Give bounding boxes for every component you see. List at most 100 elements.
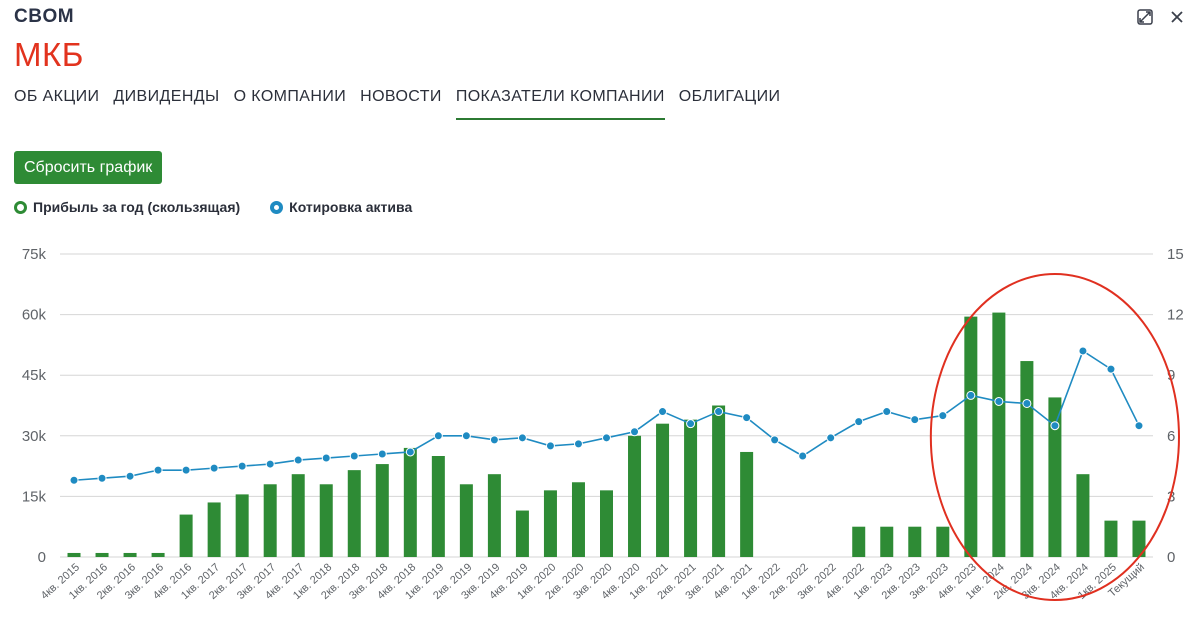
bar [656, 423, 670, 557]
quote-point [966, 390, 976, 400]
legend-item-profit[interactable]: Прибыль за год (скользящая) [14, 199, 240, 215]
quote-point [433, 431, 443, 441]
quote-point [461, 431, 471, 441]
quote-point [209, 463, 219, 473]
quote-point [349, 451, 359, 461]
y-left-tick-label: 75k [22, 246, 47, 263]
y-left-tick-label: 45k [22, 367, 47, 384]
bar [684, 419, 698, 557]
quote-point [97, 473, 107, 483]
quote-point [658, 407, 668, 417]
y-right-tick-label: 9 [1167, 367, 1175, 384]
quote-point [321, 453, 331, 463]
quote-point [714, 407, 724, 417]
quote-point [237, 461, 247, 471]
y-right-tick-label: 0 [1167, 549, 1175, 566]
bar [347, 470, 361, 557]
bar [263, 484, 277, 557]
bar [1076, 474, 1090, 557]
bar [291, 474, 305, 557]
legend-quote-dot-icon [270, 200, 284, 214]
quote-point [882, 407, 892, 417]
tab-company-indicators[interactable]: ПОКАЗАТЕЛИ КОМПАНИИ [455, 86, 665, 120]
bar [207, 502, 221, 557]
quote-point [1050, 421, 1060, 431]
y-right-tick-label: 6 [1167, 428, 1175, 445]
bar [95, 552, 109, 557]
quote-point [770, 435, 780, 445]
y-right-tick-label: 12 [1167, 307, 1184, 324]
quote-point [293, 455, 303, 465]
ticker-symbol: CBOM [14, 6, 75, 27]
quote-point [265, 459, 275, 469]
quote-point [910, 415, 920, 425]
tab-bonds[interactable]: ОБЛИГАЦИИ [678, 88, 781, 105]
quote-point [1134, 421, 1144, 431]
bar [487, 474, 501, 557]
legend-item-quote[interactable]: Котировка актива [270, 199, 412, 215]
y-right-tick-label: 15 [1167, 246, 1184, 263]
tab-news[interactable]: НОВОСТИ [360, 88, 442, 105]
quote-point [545, 441, 555, 451]
bar [123, 552, 137, 557]
quote-point [826, 433, 836, 443]
quote-point [125, 471, 135, 481]
quote-point [854, 417, 864, 427]
quote-point [69, 475, 79, 485]
bar [1132, 520, 1146, 557]
quote-point [602, 433, 611, 443]
tab-about-company[interactable]: О КОМПАНИИ [233, 88, 347, 105]
bar [375, 464, 389, 557]
quote-point [994, 396, 1004, 406]
quote-point [181, 465, 191, 475]
legend-quote-label: Котировка актива [289, 199, 413, 215]
bar [543, 490, 557, 557]
reset-chart-button[interactable]: Сбросить график [14, 151, 163, 184]
quote-point [489, 435, 499, 445]
bar [151, 552, 165, 557]
company-name: МКБ [14, 36, 84, 73]
legend-profit-dot-icon [14, 200, 27, 214]
tab-about-stock[interactable]: ОБ АКЦИИ [14, 88, 100, 105]
quote-point [938, 411, 948, 421]
bar [1104, 520, 1118, 557]
bar [628, 435, 642, 557]
bar [740, 451, 754, 557]
bar [712, 405, 726, 557]
bar [431, 456, 445, 557]
quote-point [1106, 364, 1116, 374]
quote-point [517, 433, 527, 443]
quote-point [573, 439, 583, 449]
quote-point [1078, 346, 1088, 356]
y-left-tick-label: 60k [22, 307, 47, 324]
quote-point [742, 413, 752, 423]
tab-dividends[interactable]: ДИВИДЕНДЫ [113, 88, 220, 105]
bar [67, 552, 81, 557]
quote-point [153, 465, 163, 475]
bar [403, 447, 417, 557]
bar [936, 526, 950, 557]
bar [1020, 361, 1034, 557]
bar [319, 484, 333, 557]
bar [235, 494, 249, 557]
bar [1048, 397, 1062, 557]
y-left-tick-label: 0 [38, 549, 46, 566]
chart-legend: Прибыль за год (скользящая) Котировка ак… [14, 199, 412, 215]
quote-line [73, 349, 1140, 482]
legend-profit-label: Прибыль за год (скользящая) [33, 199, 241, 215]
bar [600, 490, 613, 557]
bar [459, 484, 473, 557]
quote-point [1022, 398, 1032, 408]
annotation-ellipse [929, 273, 1180, 601]
quote-point [686, 419, 696, 429]
bar [964, 316, 978, 557]
expand-icon[interactable] [1136, 8, 1154, 26]
close-icon[interactable] [1168, 8, 1186, 26]
bar [908, 526, 922, 557]
bar [515, 510, 529, 557]
y-left-tick-label: 30k [22, 428, 47, 445]
quote-point [798, 451, 808, 461]
quote-point [377, 449, 387, 459]
bar [179, 514, 193, 557]
